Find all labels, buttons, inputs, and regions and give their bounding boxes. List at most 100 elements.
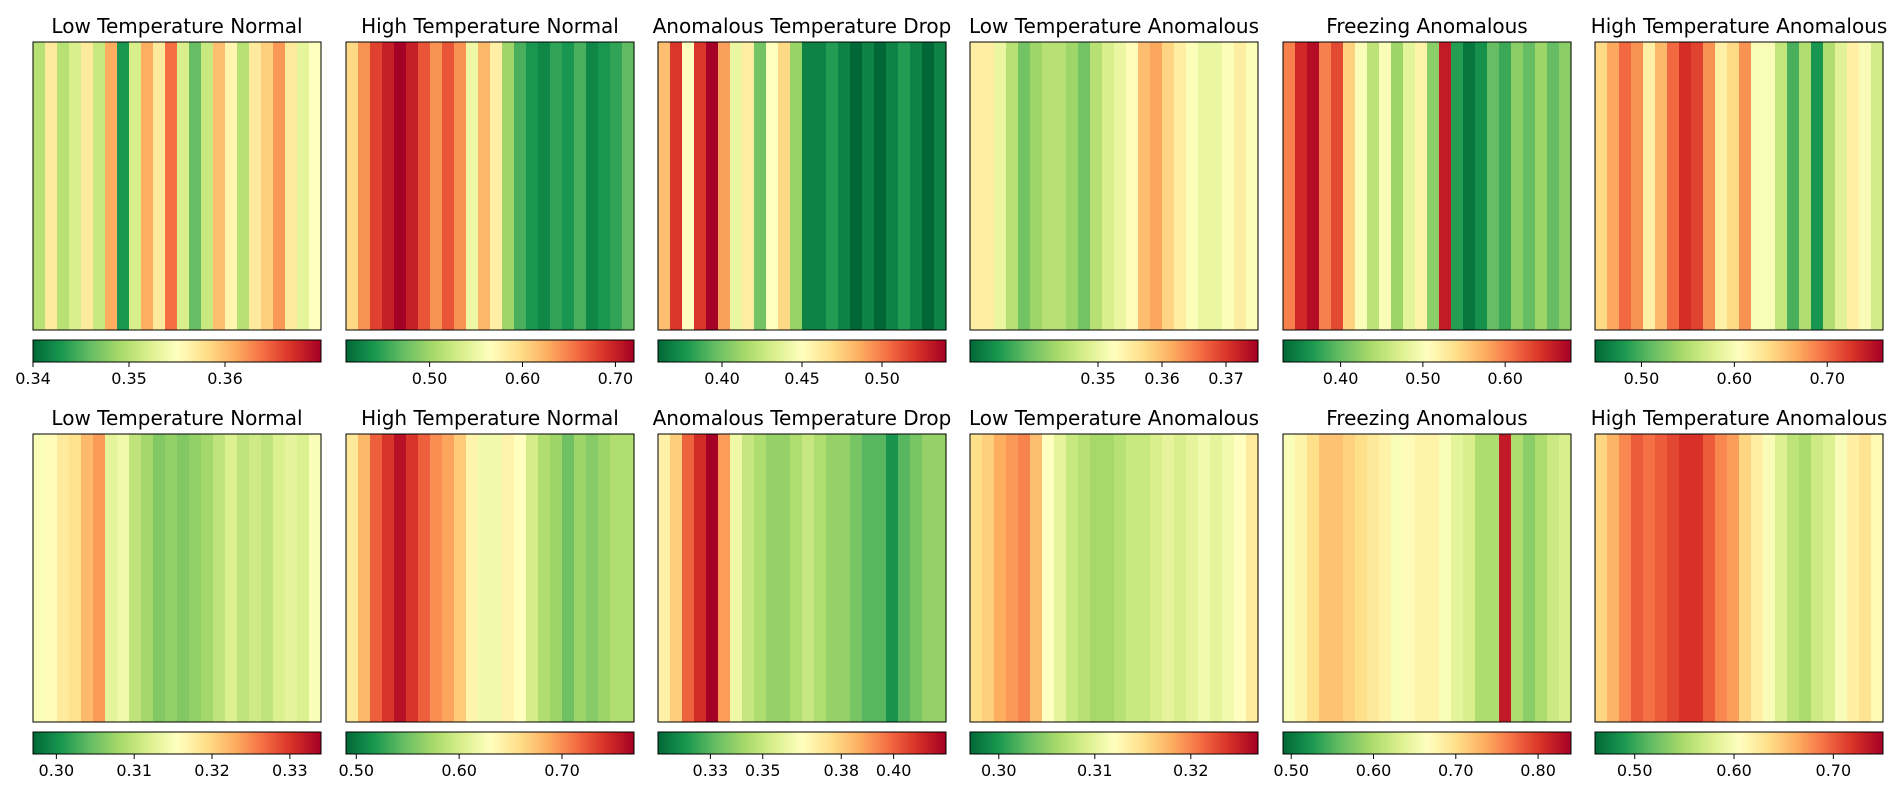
heatmap-cell (165, 42, 178, 330)
heatmap-cell (105, 42, 118, 330)
heatmap-cell (57, 434, 70, 722)
heatmap-cell (454, 434, 467, 722)
heatmap-cell (382, 434, 395, 722)
heatmap-cell (1174, 42, 1187, 330)
heatmap-cell (574, 434, 587, 722)
heatmap-cell (394, 42, 407, 330)
heatmap-cell (153, 42, 166, 330)
heatmap-cell (1691, 434, 1704, 722)
heatmap-cell (1499, 434, 1512, 722)
heatmap-cell (1102, 434, 1115, 722)
heatmap-cell (1763, 42, 1776, 330)
heatmap-cell (1222, 434, 1235, 722)
heatmap-cell (394, 434, 407, 722)
heatmap-cell (982, 434, 995, 722)
heatmap-cell (1403, 434, 1416, 722)
heatmap-cell (1427, 42, 1440, 330)
colorbar-tick-label: 0.40 (704, 369, 740, 388)
heatmap-cell (550, 434, 563, 722)
heatmap-cell (814, 42, 827, 330)
heatmap-cell (1619, 42, 1632, 330)
heatmap-cell (622, 434, 635, 722)
heatmap-cell (1222, 42, 1235, 330)
panel-title: High Temperature Normal (361, 406, 619, 430)
heatmap (346, 434, 635, 722)
heatmap-cell (514, 42, 527, 330)
heatmap-cell (129, 434, 142, 722)
heatmap-cell (1210, 434, 1223, 722)
colorbar-tick-label: 0.37 (1208, 369, 1244, 388)
heatmap-cell (261, 434, 274, 722)
heatmap-cell (1331, 42, 1344, 330)
heatmap-cell (1415, 434, 1428, 722)
panel-title: Anomalous Temperature Drop (653, 406, 952, 430)
heatmap-cell (874, 42, 887, 330)
panel-title: Anomalous Temperature Drop (653, 14, 952, 38)
heatmap-cell (1463, 42, 1476, 330)
heatmap-cell (874, 434, 887, 722)
colorbar-tick-label: 0.50 (864, 369, 900, 388)
heatmap-cell (802, 42, 815, 330)
colorbar-tick-label: 0.50 (338, 761, 374, 780)
heatmap-cell (406, 434, 419, 722)
heatmap (1595, 434, 1884, 722)
heatmap-cell (1343, 42, 1356, 330)
axes-frame (1282, 41, 1572, 331)
heatmap-cell (1451, 42, 1464, 330)
heatmap-cell (1595, 42, 1608, 330)
heatmap-cell (1451, 434, 1464, 722)
heatmap-cell (1631, 434, 1644, 722)
heatmap-cell (141, 42, 154, 330)
heatmap-cell (478, 42, 491, 330)
heatmap-cell (1751, 434, 1764, 722)
heatmap-cell (1847, 434, 1860, 722)
colorbar-tick-label: 0.60 (441, 761, 477, 780)
heatmap-cell (682, 434, 695, 722)
heatmap-cell (1655, 434, 1668, 722)
axes-frame (1282, 433, 1572, 723)
panel-title: High Temperature Anomalous (1591, 14, 1888, 38)
heatmap-cell (141, 434, 154, 722)
heatmap-cell (658, 42, 671, 330)
heatmap-cell (177, 42, 190, 330)
heatmap-cell (1439, 42, 1452, 330)
colorbar-tick-label: 0.30 (39, 761, 75, 780)
colorbar-tick-label: 0.36 (207, 369, 243, 388)
heatmap-cell (754, 42, 767, 330)
heatmap-cell (1679, 42, 1692, 330)
colorbar-tick-label: 0.34 (15, 369, 51, 388)
heatmap-cell (1511, 42, 1524, 330)
heatmap-cell (562, 434, 575, 722)
heatmap-cell (466, 434, 479, 722)
heatmap-cell (33, 434, 46, 722)
heatmap (970, 42, 1259, 330)
heatmap (658, 42, 947, 330)
axes-frame (32, 433, 322, 723)
heatmap-cell (1535, 434, 1548, 722)
heatmap-cell (442, 434, 455, 722)
heatmap-cell (1859, 42, 1872, 330)
heatmap-cell (1751, 42, 1764, 330)
heatmap-cell (526, 42, 539, 330)
heatmap-cell (1066, 42, 1079, 330)
heatmap-cell (1823, 42, 1836, 330)
heatmap-cell (838, 42, 851, 330)
heatmap-cell (1859, 434, 1872, 722)
heatmap-cell (430, 42, 443, 330)
heatmap-cell (1559, 434, 1572, 722)
heatmap-cell (1703, 42, 1716, 330)
heatmap-cell (742, 434, 755, 722)
heatmap-cell (1835, 42, 1848, 330)
heatmap-cell (1475, 434, 1488, 722)
heatmap-cell (1391, 42, 1404, 330)
heatmap-cell (778, 42, 791, 330)
heatmap-cell (538, 42, 551, 330)
heatmap-cell (1246, 42, 1259, 330)
heatmap-cell (1319, 434, 1332, 722)
heatmap-cell (1547, 434, 1560, 722)
heatmap-cell (670, 42, 683, 330)
heatmap-cell (706, 42, 719, 330)
heatmap-cell (1655, 42, 1668, 330)
heatmap-cell (790, 434, 803, 722)
heatmap-cell (1535, 42, 1548, 330)
